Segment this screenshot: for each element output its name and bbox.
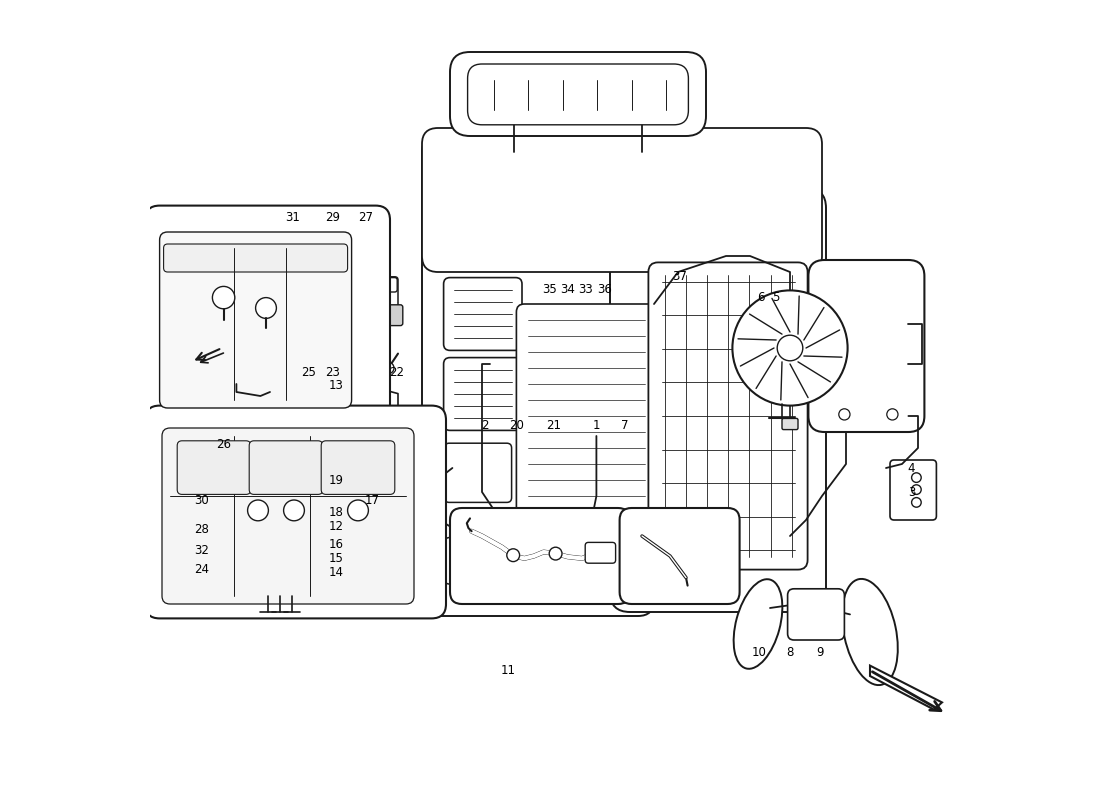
Circle shape: [284, 500, 305, 521]
Text: 6: 6: [757, 291, 764, 304]
Text: 4: 4: [908, 462, 915, 474]
Text: 16: 16: [329, 538, 344, 550]
Text: 33: 33: [579, 283, 593, 296]
Circle shape: [887, 409, 898, 420]
Text: 37: 37: [672, 270, 688, 282]
Text: 32: 32: [195, 544, 209, 557]
Text: 14: 14: [329, 566, 344, 578]
Text: 36: 36: [597, 283, 612, 296]
FancyBboxPatch shape: [446, 538, 497, 584]
Circle shape: [212, 286, 234, 309]
Text: 17: 17: [365, 494, 380, 506]
FancyBboxPatch shape: [346, 305, 403, 326]
Circle shape: [912, 498, 921, 507]
Text: 3: 3: [908, 486, 915, 498]
FancyBboxPatch shape: [648, 262, 807, 570]
FancyBboxPatch shape: [321, 441, 395, 494]
FancyBboxPatch shape: [345, 277, 398, 309]
Text: 28: 28: [195, 523, 209, 536]
FancyBboxPatch shape: [808, 260, 924, 432]
Text: 18: 18: [329, 506, 344, 518]
FancyBboxPatch shape: [145, 406, 446, 618]
FancyBboxPatch shape: [619, 508, 739, 604]
Text: 12: 12: [329, 520, 344, 533]
FancyBboxPatch shape: [782, 418, 797, 430]
Text: 13: 13: [329, 379, 344, 392]
Text: 10: 10: [752, 646, 767, 658]
Text: 1: 1: [593, 419, 601, 432]
Circle shape: [361, 270, 375, 285]
FancyBboxPatch shape: [468, 64, 689, 125]
Circle shape: [778, 335, 803, 361]
Text: 31: 31: [285, 211, 300, 224]
Circle shape: [348, 500, 369, 521]
Polygon shape: [870, 666, 942, 710]
Text: 15: 15: [329, 552, 344, 565]
FancyBboxPatch shape: [145, 206, 390, 422]
Text: 24: 24: [195, 563, 209, 576]
FancyBboxPatch shape: [788, 589, 845, 640]
Text: eurospares: eurospares: [566, 468, 725, 492]
Text: eurospares: eurospares: [223, 468, 381, 492]
Text: 9: 9: [816, 646, 824, 658]
Text: 23: 23: [324, 366, 340, 378]
Circle shape: [549, 547, 562, 560]
FancyBboxPatch shape: [890, 460, 936, 520]
FancyBboxPatch shape: [164, 244, 348, 272]
Text: 35: 35: [542, 283, 558, 296]
FancyBboxPatch shape: [610, 188, 826, 612]
Circle shape: [912, 485, 921, 494]
Circle shape: [362, 288, 373, 299]
FancyBboxPatch shape: [250, 441, 322, 494]
Circle shape: [255, 298, 276, 318]
Circle shape: [383, 362, 394, 374]
Circle shape: [507, 549, 519, 562]
Text: 2: 2: [481, 419, 488, 432]
Text: 21: 21: [547, 419, 561, 432]
Text: 11: 11: [500, 664, 516, 677]
Text: 22: 22: [389, 366, 404, 378]
Circle shape: [248, 500, 268, 521]
FancyBboxPatch shape: [346, 278, 397, 292]
Text: eurospares: eurospares: [223, 212, 381, 236]
FancyBboxPatch shape: [450, 508, 630, 604]
FancyBboxPatch shape: [160, 232, 352, 408]
FancyBboxPatch shape: [585, 542, 616, 563]
Circle shape: [361, 258, 375, 273]
FancyBboxPatch shape: [422, 128, 822, 272]
Circle shape: [733, 290, 848, 406]
Text: 8: 8: [786, 646, 794, 658]
Text: 34: 34: [560, 283, 575, 296]
Circle shape: [839, 409, 850, 420]
Text: 26: 26: [216, 438, 231, 450]
FancyBboxPatch shape: [422, 136, 654, 616]
Ellipse shape: [843, 579, 898, 685]
Text: eurospares: eurospares: [566, 212, 725, 236]
FancyBboxPatch shape: [177, 441, 251, 494]
FancyBboxPatch shape: [162, 428, 414, 604]
FancyBboxPatch shape: [443, 278, 522, 350]
FancyBboxPatch shape: [516, 304, 657, 544]
Text: 29: 29: [324, 211, 340, 224]
Text: 27: 27: [359, 211, 374, 224]
Text: 5: 5: [772, 291, 779, 304]
Text: 19: 19: [329, 474, 344, 486]
Ellipse shape: [734, 579, 782, 669]
Text: 30: 30: [195, 494, 209, 506]
Text: 20: 20: [509, 419, 524, 432]
Text: 25: 25: [301, 366, 316, 378]
FancyBboxPatch shape: [444, 443, 512, 502]
FancyBboxPatch shape: [450, 52, 706, 136]
Circle shape: [912, 473, 921, 482]
Text: 7: 7: [621, 419, 629, 432]
FancyBboxPatch shape: [443, 358, 522, 430]
